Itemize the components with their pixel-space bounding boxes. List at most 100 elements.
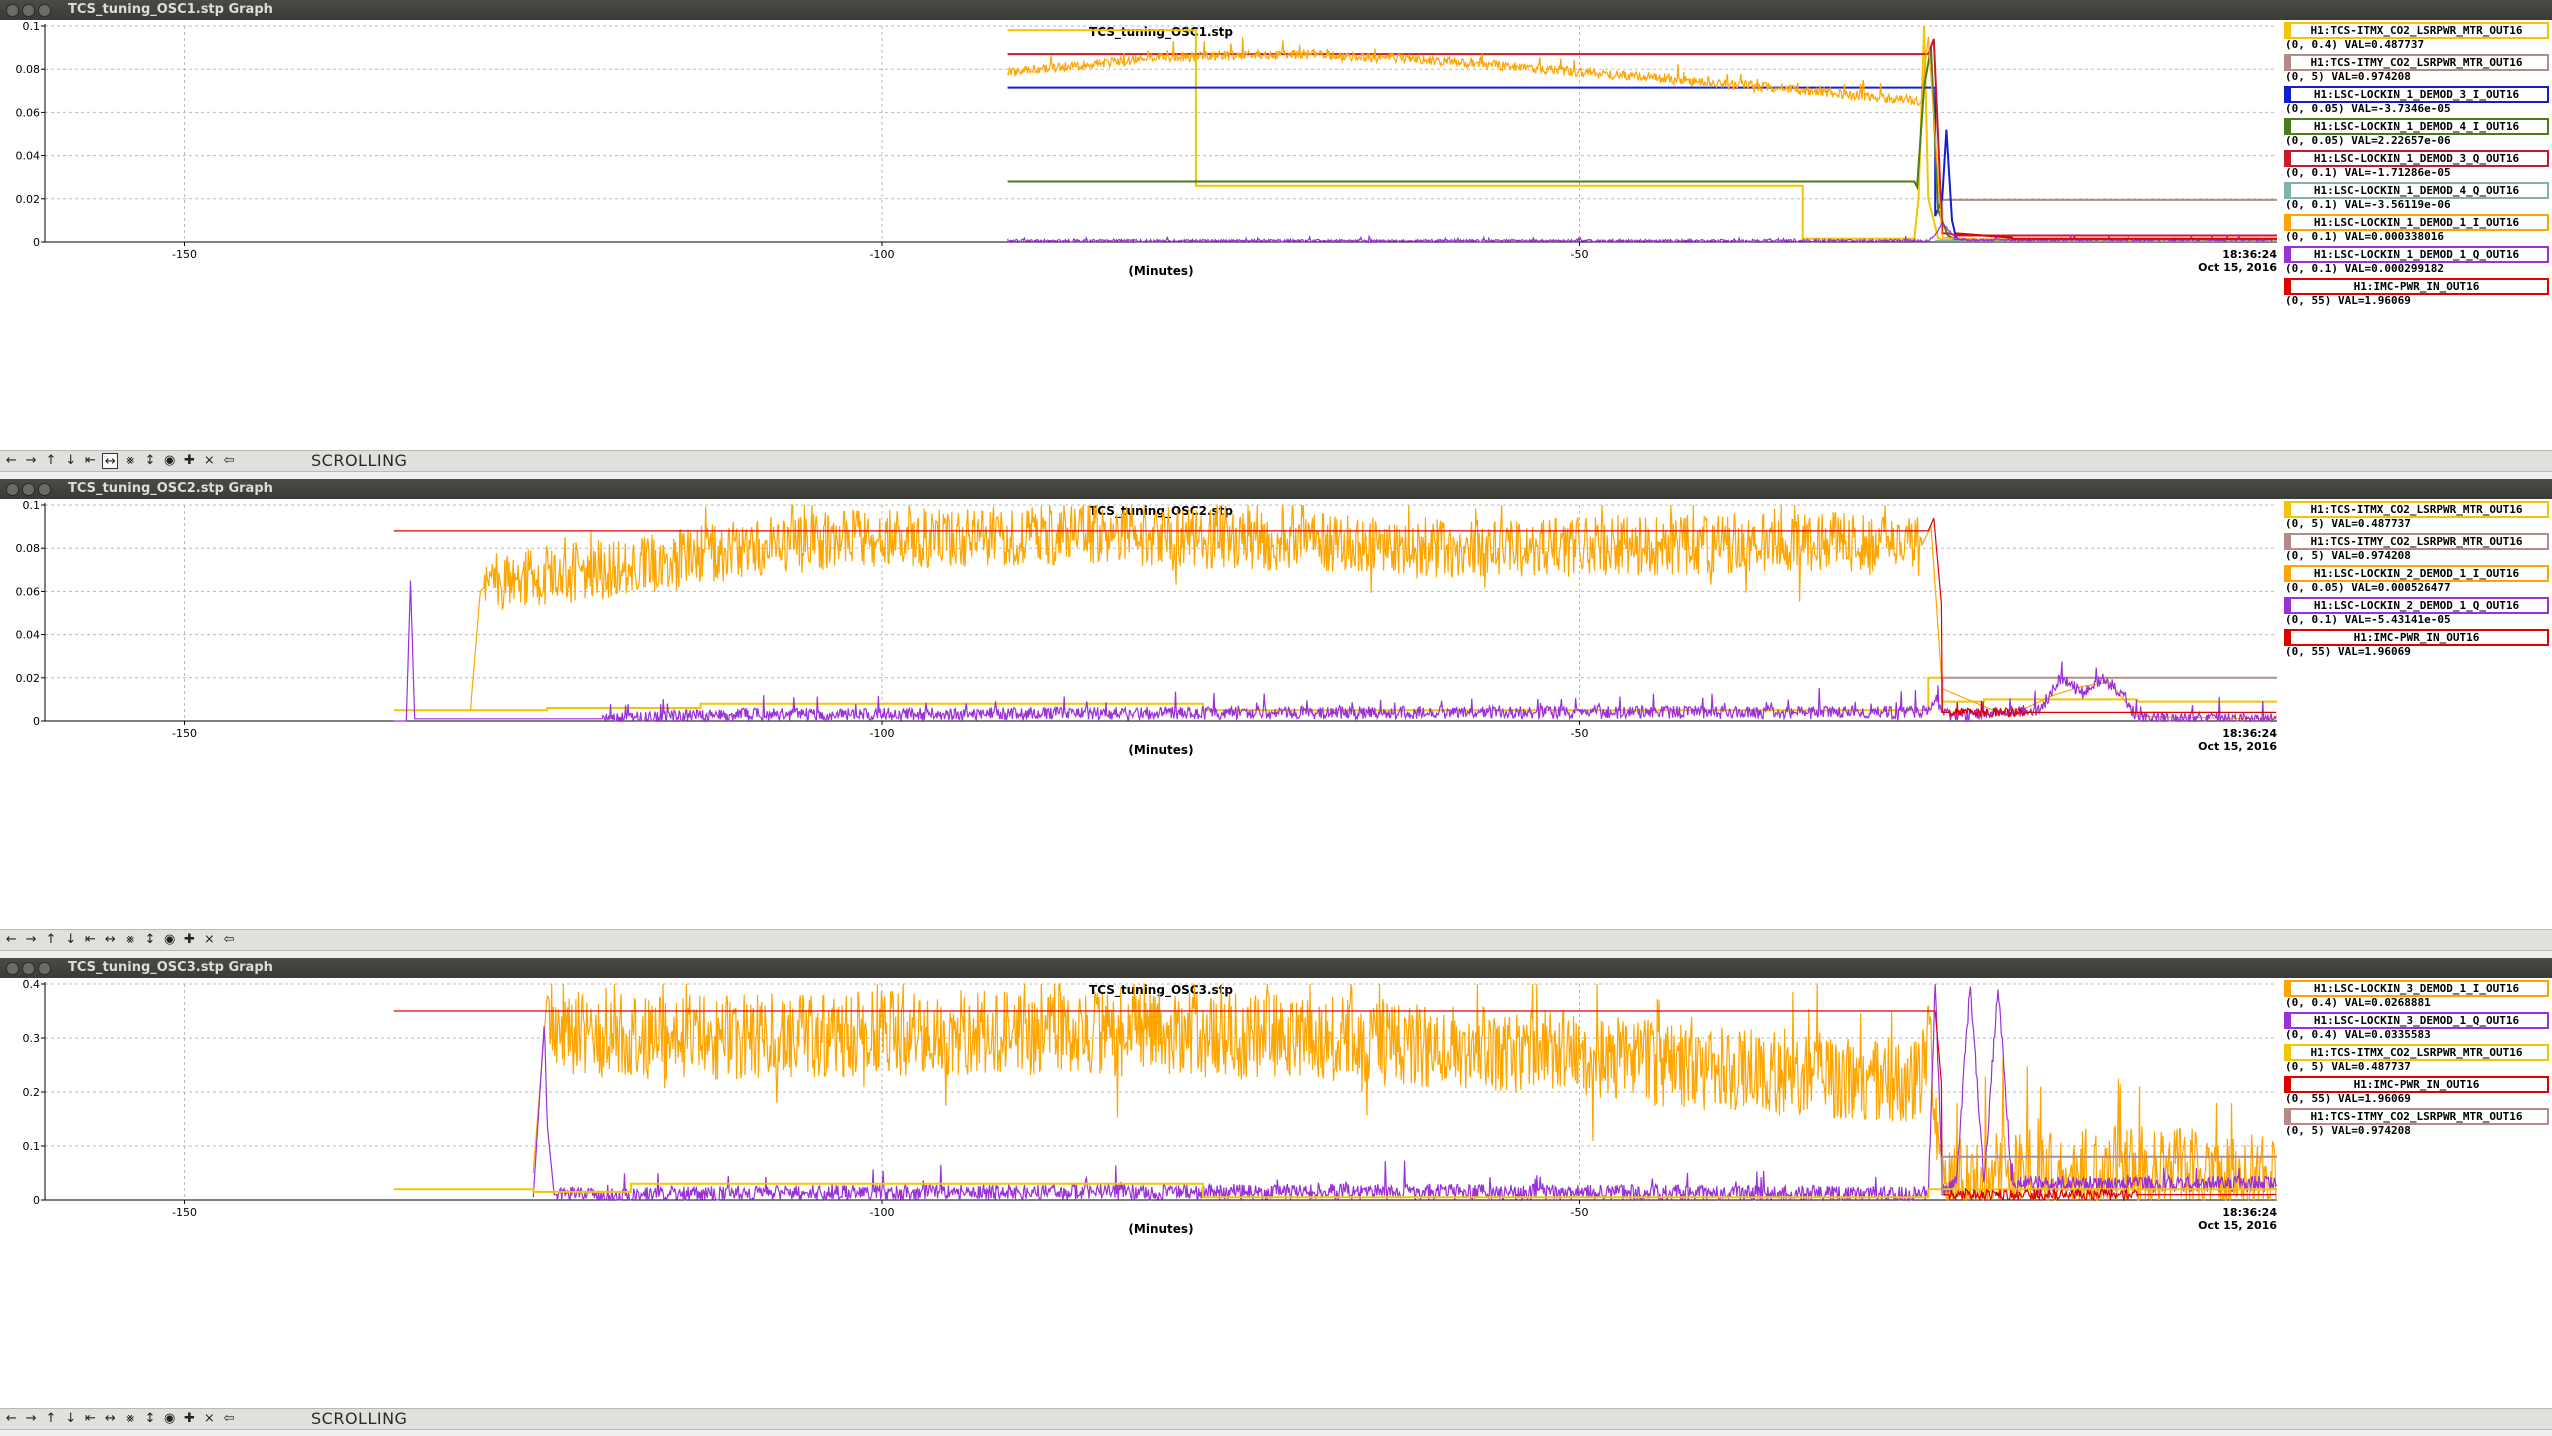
legend-entry[interactable]: H1:LSC-LOCKIN_1_DEMOD_1_Q_OUT16 (0, 0.1) … <box>2281 246 2551 278</box>
legend-entry[interactable]: H1:LSC-LOCKIN_1_DEMOD_3_I_OUT16 (0, 0.05)… <box>2281 86 2551 118</box>
legend-entry[interactable]: H1:LSC-LOCKIN_3_DEMOD_1_Q_OUT16 (0, 0.4) … <box>2281 1012 2551 1044</box>
minimize-window-button[interactable] <box>22 962 35 975</box>
back-icon[interactable]: ⇦ <box>223 932 235 947</box>
add-trace-icon[interactable]: ✚ <box>184 453 195 468</box>
legend-channel-name[interactable]: H1:LSC-LOCKIN_1_DEMOD_3_I_OUT16 <box>2284 86 2549 103</box>
plot-area[interactable]: 0 0.1 0.2 0.3 0.4 -150 -100 -50 TCS_tuning_OSC3.… <box>0 978 2552 1408</box>
scroll-right-icon[interactable]: → <box>25 453 37 468</box>
legend-channel-name[interactable]: H1:LSC-LOCKIN_2_DEMOD_1_Q_OUT16 <box>2284 597 2549 614</box>
maximize-window-button[interactable] <box>38 4 51 17</box>
legend-entry[interactable]: H1:LSC-LOCKIN_1_DEMOD_4_I_OUT16 (0, 0.05)… <box>2281 118 2551 150</box>
maximize-window-button[interactable] <box>38 962 51 975</box>
scroll-down-icon[interactable]: ↓ <box>65 453 77 468</box>
legend-channel-name[interactable]: H1:TCS-ITMY_CO2_LSRPWR_MTR_OUT16 <box>2284 533 2549 550</box>
scroll-up-icon[interactable]: ↑ <box>45 1411 57 1426</box>
autoscale-icon[interactable]: ◉ <box>164 932 176 947</box>
autoscale-icon[interactable]: ◉ <box>164 1411 176 1426</box>
legend-entry[interactable]: H1:TCS-ITMX_CO2_LSRPWR_MTR_OUT16 (0, 0.4)… <box>2281 22 2551 54</box>
legend-channel-name[interactable]: H1:IMC-PWR_IN_OUT16 <box>2284 278 2549 295</box>
maximize-window-button[interactable] <box>38 483 51 496</box>
legend-entry[interactable]: H1:TCS-ITMX_CO2_LSRPWR_MTR_OUT16 (0, 5) V… <box>2281 501 2551 533</box>
zoom-out-x-icon[interactable]: ↔ <box>102 453 119 469</box>
zoom-in-x-icon[interactable]: ⇤ <box>85 1411 96 1426</box>
fit-icon[interactable]: ⨯ <box>203 453 215 468</box>
legend-channel-name[interactable]: H1:TCS-ITMX_CO2_LSRPWR_MTR_OUT16 <box>2284 1044 2549 1061</box>
close-window-button[interactable] <box>6 962 19 975</box>
legend-channel-name[interactable]: H1:LSC-LOCKIN_3_DEMOD_1_I_OUT16 <box>2284 980 2549 997</box>
back-icon[interactable]: ⇦ <box>223 453 235 468</box>
legend-channel-label: H1:TCS-ITMX_CO2_LSRPWR_MTR_OUT16 <box>2310 1046 2523 1059</box>
legend-channel-name[interactable]: H1:TCS-ITMX_CO2_LSRPWR_MTR_OUT16 <box>2284 501 2549 518</box>
legend-entry[interactable]: H1:TCS-ITMY_CO2_LSRPWR_MTR_OUT16 (0, 5) V… <box>2281 1108 2551 1140</box>
chart-canvas[interactable]: 0 0.02 0.04 0.06 0.08 0.1 -150 -100 -50 TCS_tunin… <box>0 499 2280 929</box>
back-icon[interactable]: ⇦ <box>223 1411 235 1426</box>
legend-entry[interactable]: H1:IMC-PWR_IN_OUT16 (0, 55) VAL=1.96069 <box>2281 629 2551 661</box>
legend-entry[interactable]: H1:IMC-PWR_IN_OUT16 (0, 55) VAL=1.96069 <box>2281 1076 2551 1108</box>
autoscale-icon[interactable]: ◉ <box>164 453 176 468</box>
legend-channel-name[interactable]: H1:LSC-LOCKIN_3_DEMOD_1_Q_OUT16 <box>2284 1012 2549 1029</box>
scroll-up-icon[interactable]: ↑ <box>45 932 57 947</box>
add-trace-icon[interactable]: ✚ <box>184 1411 195 1426</box>
scroll-left-icon[interactable]: ← <box>5 453 17 468</box>
legend-channel-name[interactable]: H1:IMC-PWR_IN_OUT16 <box>2284 629 2549 646</box>
zoom-in-y-icon[interactable]: ⨳ <box>126 1411 135 1426</box>
window-titlebar: TCS_tuning_OSC2.stp Graph <box>0 479 2552 499</box>
scroll-left-icon[interactable]: ← <box>5 932 17 947</box>
legend-channel-name[interactable]: H1:LSC-LOCKIN_1_DEMOD_3_Q_OUT16 <box>2284 150 2549 167</box>
y-tick-label: 0 <box>33 236 40 249</box>
legend: H1:TCS-ITMX_CO2_LSRPWR_MTR_OUT16 (0, 5) V… <box>2281 501 2551 661</box>
scroll-down-icon[interactable]: ↓ <box>65 932 77 947</box>
scroll-up-icon[interactable]: ↑ <box>45 453 57 468</box>
add-trace-icon[interactable]: ✚ <box>184 932 195 947</box>
legend-entry[interactable]: H1:LSC-LOCKIN_1_DEMOD_1_I_OUT16 (0, 0.1) … <box>2281 214 2551 246</box>
minimize-window-button[interactable] <box>22 4 35 17</box>
plot-area[interactable]: 0 0.02 0.04 0.06 0.08 0.1 -150 -100 -50 TCS_tunin… <box>0 20 2552 450</box>
scroll-left-icon[interactable]: ← <box>5 1411 17 1426</box>
legend-entry[interactable]: H1:TCS-ITMY_CO2_LSRPWR_MTR_OUT16 (0, 5) V… <box>2281 533 2551 565</box>
legend-entry[interactable]: H1:LSC-LOCKIN_2_DEMOD_1_I_OUT16 (0, 0.05)… <box>2281 565 2551 597</box>
legend-channel-name[interactable]: H1:TCS-ITMY_CO2_LSRPWR_MTR_OUT16 <box>2284 1108 2549 1125</box>
legend-entry[interactable]: H1:LSC-LOCKIN_2_DEMOD_1_Q_OUT16 (0, 0.1) … <box>2281 597 2551 629</box>
chart-canvas[interactable]: 0 0.02 0.04 0.06 0.08 0.1 -150 -100 -50 TCS_tunin… <box>0 20 2280 450</box>
zoom-out-y-icon[interactable]: ↕ <box>144 932 156 947</box>
legend-channel-name[interactable]: H1:LSC-LOCKIN_1_DEMOD_1_Q_OUT16 <box>2284 246 2549 263</box>
zoom-out-y-icon[interactable]: ↕ <box>144 1411 156 1426</box>
minimize-window-button[interactable] <box>22 483 35 496</box>
scroll-right-icon[interactable]: → <box>25 932 37 947</box>
legend-channel-name[interactable]: H1:TCS-ITMX_CO2_LSRPWR_MTR_OUT16 <box>2284 22 2549 39</box>
zoom-out-x-icon[interactable]: ↔ <box>104 932 116 947</box>
zoom-in-y-icon[interactable]: ⨳ <box>126 453 135 468</box>
fit-icon[interactable]: ⨯ <box>203 1411 215 1426</box>
zoom-in-x-icon[interactable]: ⇤ <box>85 932 96 947</box>
fit-icon[interactable]: ⨯ <box>203 932 215 947</box>
chart-canvas[interactable]: 0 0.1 0.2 0.3 0.4 -150 -100 -50 TCS_tuning_OSC3.… <box>0 978 2280 1408</box>
legend-entry[interactable]: H1:LSC-LOCKIN_3_DEMOD_1_I_OUT16 (0, 0.4) … <box>2281 980 2551 1012</box>
scroll-right-icon[interactable]: → <box>25 1411 37 1426</box>
legend-channel-name[interactable]: H1:LSC-LOCKIN_1_DEMOD_1_I_OUT16 <box>2284 214 2549 231</box>
legend-range-value: (0, 0.1) VAL=-5.43141e-05 <box>2285 613 2451 626</box>
legend-range-value: (0, 0.1) VAL=0.000299182 <box>2285 262 2444 275</box>
zoom-out-y-icon[interactable]: ↕ <box>144 453 156 468</box>
legend-channel-name[interactable]: H1:LSC-LOCKIN_1_DEMOD_4_I_OUT16 <box>2284 118 2549 135</box>
zoom-in-y-icon[interactable]: ⨳ <box>126 932 135 947</box>
legend-entry[interactable]: H1:TCS-ITMX_CO2_LSRPWR_MTR_OUT16 (0, 5) V… <box>2281 1044 2551 1076</box>
legend-range-value: (0, 5) VAL=0.974208 <box>2285 1124 2411 1137</box>
plot-area[interactable]: 0 0.02 0.04 0.06 0.08 0.1 -150 -100 -50 TCS_tunin… <box>0 499 2552 929</box>
legend-channel-label: H1:TCS-ITMY_CO2_LSRPWR_MTR_OUT16 <box>2310 56 2523 69</box>
legend-color-swatch <box>2286 1014 2291 1027</box>
legend-channel-name[interactable]: H1:LSC-LOCKIN_1_DEMOD_4_Q_OUT16 <box>2284 182 2549 199</box>
legend-entry[interactable]: H1:IMC-PWR_IN_OUT16 (0, 55) VAL=1.96069 <box>2281 278 2551 310</box>
legend-channel-name[interactable]: H1:LSC-LOCKIN_2_DEMOD_1_I_OUT16 <box>2284 565 2549 582</box>
zoom-out-x-icon[interactable]: ↔ <box>104 1411 116 1426</box>
legend-entry[interactable]: H1:LSC-LOCKIN_1_DEMOD_3_Q_OUT16 (0, 0.1) … <box>2281 150 2551 182</box>
scroll-down-icon[interactable]: ↓ <box>65 1411 77 1426</box>
legend-channel-name[interactable]: H1:TCS-ITMY_CO2_LSRPWR_MTR_OUT16 <box>2284 54 2549 71</box>
zoom-in-x-icon[interactable]: ⇤ <box>85 453 96 468</box>
legend-channel-name[interactable]: H1:IMC-PWR_IN_OUT16 <box>2284 1076 2549 1093</box>
legend-entry[interactable]: H1:LSC-LOCKIN_1_DEMOD_4_Q_OUT16 (0, 0.1) … <box>2281 182 2551 214</box>
legend-entry[interactable]: H1:TCS-ITMY_CO2_LSRPWR_MTR_OUT16 (0, 5) V… <box>2281 54 2551 86</box>
window-titlebar: TCS_tuning_OSC3.stp Graph <box>0 958 2552 978</box>
close-window-button[interactable] <box>6 4 19 17</box>
legend-range-value: (0, 5) VAL=0.974208 <box>2285 70 2411 83</box>
close-window-button[interactable] <box>6 483 19 496</box>
